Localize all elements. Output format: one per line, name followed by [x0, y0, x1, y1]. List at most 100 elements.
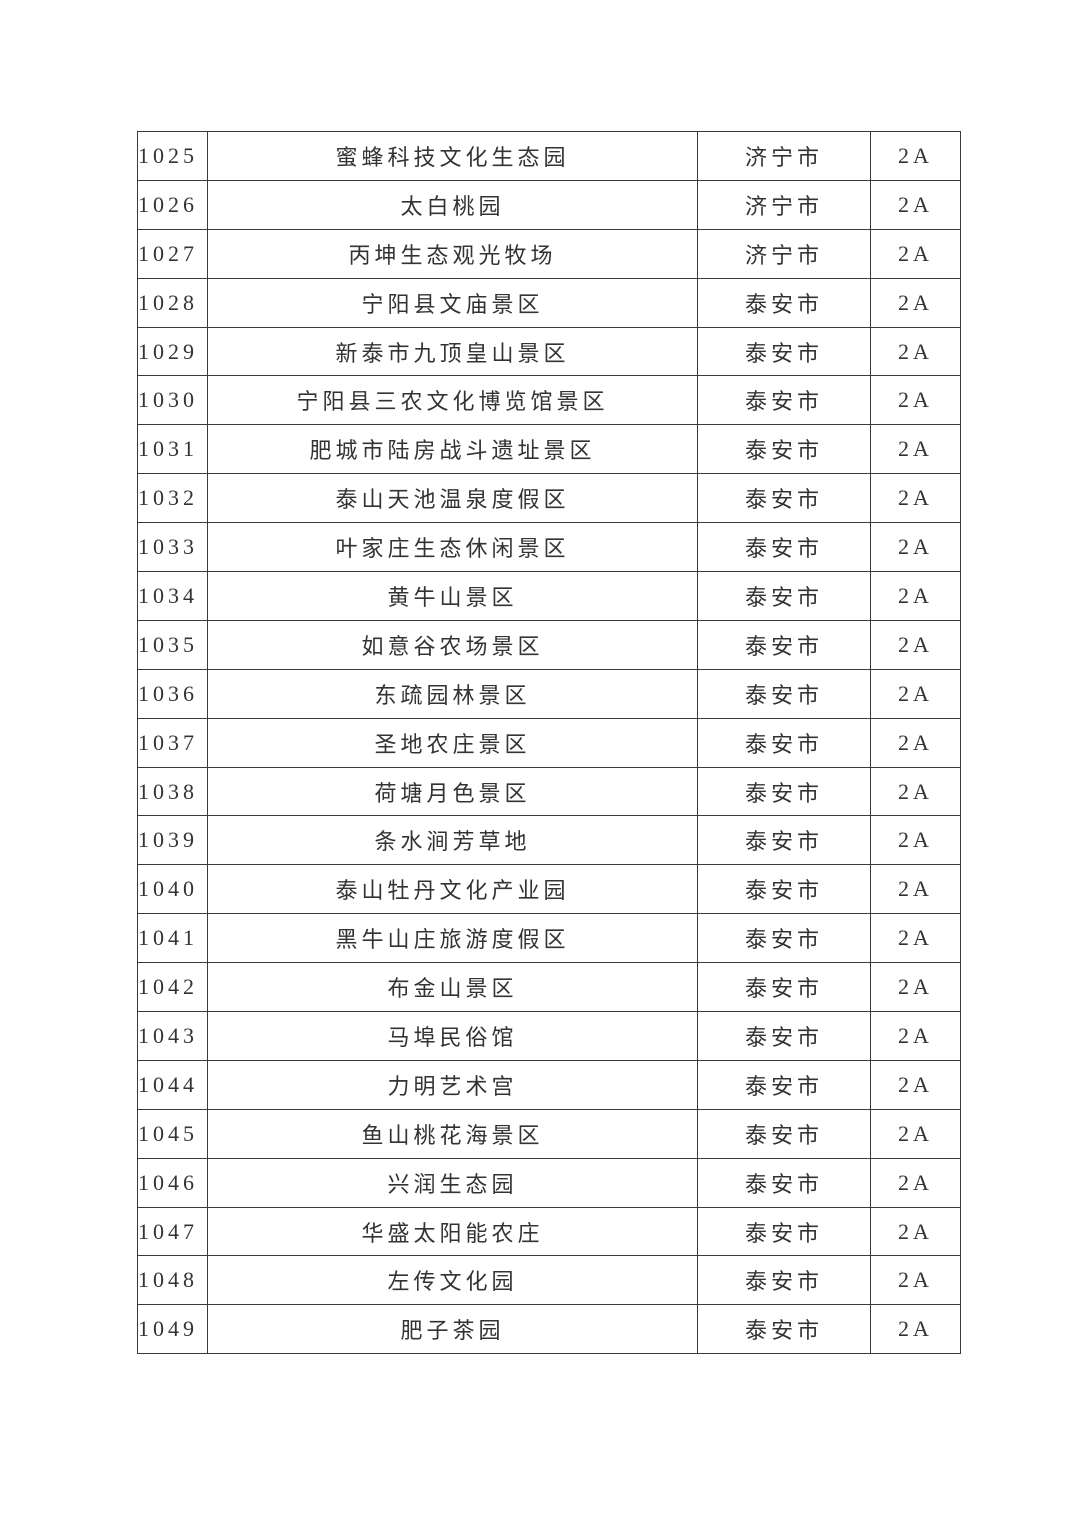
scenic-area-name-cell: 肥子茶园	[207, 1304, 698, 1355]
city-cell: 泰安市	[697, 1059, 871, 1110]
city-cell: 泰安市	[697, 375, 871, 426]
table-row: 1034 黄牛山景区 泰安市 2A	[137, 571, 961, 621]
grade-cell: 2A	[870, 571, 961, 621]
grade-cell: 2A	[870, 1011, 961, 1061]
row-number-cell: 1043	[137, 1011, 208, 1061]
city-cell: 泰安市	[697, 619, 871, 670]
row-number-cell: 1049	[137, 1304, 208, 1355]
row-number-cell: 1039	[137, 815, 208, 866]
grade-cell: 2A	[870, 1108, 961, 1159]
city-cell: 泰安市	[697, 1157, 871, 1208]
grade-cell: 2A	[870, 375, 961, 426]
grade-cell: 2A	[870, 228, 961, 279]
city-cell: 济宁市	[697, 228, 871, 279]
row-number-cell: 1026	[137, 179, 208, 230]
city-cell: 济宁市	[697, 131, 871, 181]
table-row: 1048 左传文化园 泰安市 2A	[137, 1255, 961, 1306]
grade-cell: 2A	[870, 131, 961, 181]
table-row: 1029 新泰市九顶皇山景区 泰安市 2A	[137, 326, 961, 377]
grade-cell: 2A	[870, 815, 961, 866]
table-row: 1038 荷塘月色景区 泰安市 2A	[137, 766, 961, 817]
table-row: 1031 肥城市陆房战斗遗址景区 泰安市 2A	[137, 424, 961, 475]
table-row: 1042 布金山景区 泰安市 2A	[137, 962, 961, 1013]
table-row: 1033 叶家庄生态休闲景区 泰安市 2A	[137, 522, 961, 573]
grade-cell: 2A	[870, 522, 961, 573]
scenic-area-name-cell: 泰山牡丹文化产业园	[207, 864, 698, 915]
grade-cell: 2A	[870, 913, 961, 964]
row-number-cell: 1038	[137, 766, 208, 817]
grade-cell: 2A	[870, 1059, 961, 1110]
row-number-cell: 1044	[137, 1059, 208, 1110]
grade-cell: 2A	[870, 424, 961, 475]
table-row: 1037 圣地农庄景区 泰安市 2A	[137, 717, 961, 768]
scenic-area-name-cell: 宁阳县文庙景区	[207, 277, 698, 328]
row-number-cell: 1046	[137, 1157, 208, 1208]
scenic-area-name-cell: 叶家庄生态休闲景区	[207, 522, 698, 573]
grade-cell: 2A	[870, 668, 961, 719]
city-cell: 泰安市	[697, 864, 871, 915]
scenic-area-name-cell: 条水涧芳草地	[207, 815, 698, 866]
city-cell: 济宁市	[697, 179, 871, 230]
scenic-area-name-cell: 如意谷农场景区	[207, 619, 698, 670]
row-number-cell: 1036	[137, 668, 208, 719]
table-body: 1025 蜜蜂科技文化生态园 济宁市 2A 1026 太白桃园 济宁市 2A 1027 丙坤生态观…	[137, 131, 961, 1355]
table-row: 1039 条水涧芳草地 泰安市 2A	[137, 815, 961, 866]
city-cell: 泰安市	[697, 766, 871, 817]
grade-cell: 2A	[870, 326, 961, 377]
scenic-area-name-cell: 马埠民俗馆	[207, 1011, 698, 1061]
grade-cell: 2A	[870, 864, 961, 915]
row-number-cell: 1032	[137, 473, 208, 524]
city-cell: 泰安市	[697, 1108, 871, 1159]
row-number-cell: 1033	[137, 522, 208, 573]
scenic-area-name-cell: 蜜蜂科技文化生态园	[207, 131, 698, 181]
table-row: 1030 宁阳县三农文化博览馆景区 泰安市 2A	[137, 375, 961, 426]
row-number-cell: 1042	[137, 962, 208, 1013]
city-cell: 泰安市	[697, 913, 871, 964]
grade-cell: 2A	[870, 277, 961, 328]
table-row: 1049 肥子茶园 泰安市 2A	[137, 1304, 961, 1355]
row-number-cell: 1029	[137, 326, 208, 377]
table-row: 1026 太白桃园 济宁市 2A	[137, 179, 961, 230]
city-cell: 泰安市	[697, 277, 871, 328]
table-row: 1028 宁阳县文庙景区 泰安市 2A	[137, 277, 961, 328]
row-number-cell: 1028	[137, 277, 208, 328]
row-number-cell: 1045	[137, 1108, 208, 1159]
row-number-cell: 1047	[137, 1206, 208, 1257]
row-number-cell: 1031	[137, 424, 208, 475]
city-cell: 泰安市	[697, 326, 871, 377]
scenic-area-name-cell: 华盛太阳能农庄	[207, 1206, 698, 1257]
grade-cell: 2A	[870, 962, 961, 1013]
table-row: 1040 泰山牡丹文化产业园 泰安市 2A	[137, 864, 961, 915]
scenic-area-name-cell: 宁阳县三农文化博览馆景区	[207, 375, 698, 426]
grade-cell: 2A	[870, 619, 961, 670]
table-row: 1032 泰山天池温泉度假区 泰安市 2A	[137, 473, 961, 524]
scenic-area-name-cell: 荷塘月色景区	[207, 766, 698, 817]
city-cell: 泰安市	[697, 1206, 871, 1257]
row-number-cell: 1027	[137, 228, 208, 279]
grade-cell: 2A	[870, 766, 961, 817]
table-row: 1041 黑牛山庄旅游度假区 泰安市 2A	[137, 913, 961, 964]
city-cell: 泰安市	[697, 815, 871, 866]
scenic-area-name-cell: 丙坤生态观光牧场	[207, 228, 698, 279]
grade-cell: 2A	[870, 473, 961, 524]
city-cell: 泰安市	[697, 571, 871, 621]
scenic-area-name-cell: 兴润生态园	[207, 1157, 698, 1208]
row-number-cell: 1048	[137, 1255, 208, 1306]
table-row: 1046 兴润生态园 泰安市 2A	[137, 1157, 961, 1208]
city-cell: 泰安市	[697, 1011, 871, 1061]
city-cell: 泰安市	[697, 424, 871, 475]
table-row: 1047 华盛太阳能农庄 泰安市 2A	[137, 1206, 961, 1257]
scenic-area-name-cell: 太白桃园	[207, 179, 698, 230]
table-row: 1036 东疏园林景区 泰安市 2A	[137, 668, 961, 719]
scenic-area-name-cell: 泰山天池温泉度假区	[207, 473, 698, 524]
grade-cell: 2A	[870, 1157, 961, 1208]
grade-cell: 2A	[870, 179, 961, 230]
grade-cell: 2A	[870, 1206, 961, 1257]
city-cell: 泰安市	[697, 962, 871, 1013]
row-number-cell: 1034	[137, 571, 208, 621]
scenic-area-name-cell: 肥城市陆房战斗遗址景区	[207, 424, 698, 475]
city-cell: 泰安市	[697, 522, 871, 573]
scenic-area-name-cell: 新泰市九顶皇山景区	[207, 326, 698, 377]
row-number-cell: 1040	[137, 864, 208, 915]
table-row: 1045 鱼山桃花海景区 泰安市 2A	[137, 1108, 961, 1159]
